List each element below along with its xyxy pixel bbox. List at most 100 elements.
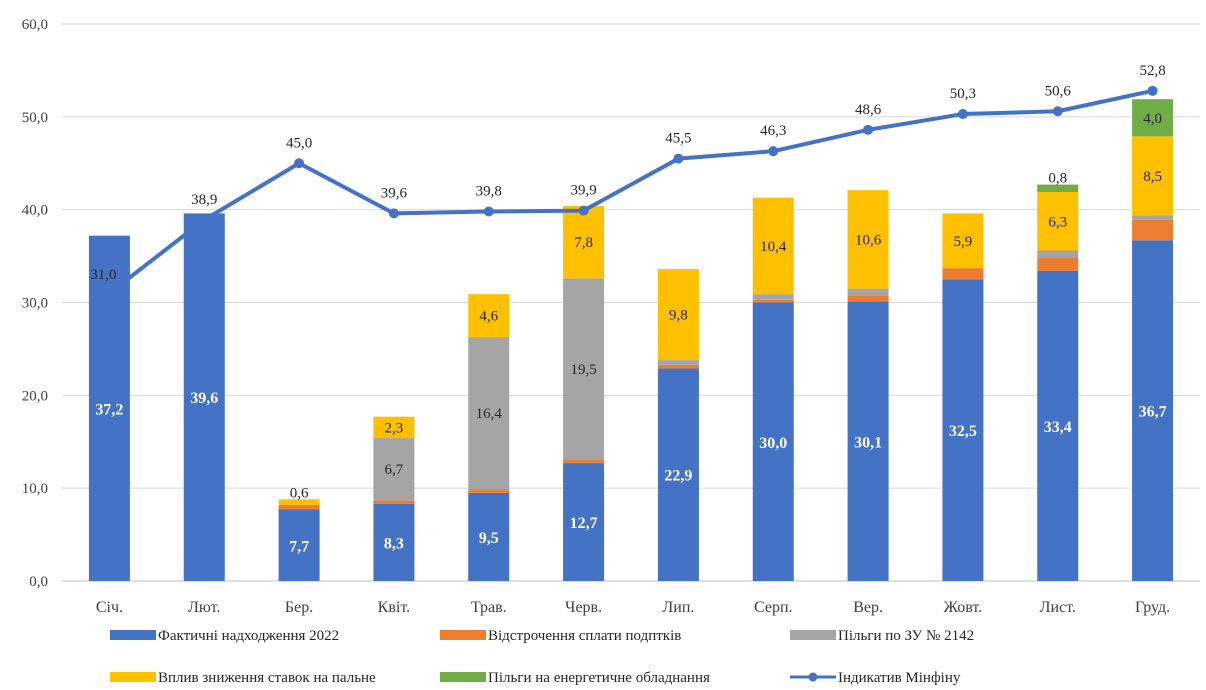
legend-swatch	[440, 672, 486, 682]
bar-segment	[563, 278, 605, 460]
bar-segment	[1132, 215, 1174, 220]
bar-segment	[468, 489, 510, 493]
bar-segment	[1037, 250, 1079, 258]
x-tick-label: Трав.	[471, 599, 507, 616]
bar-data-label: 10,4	[760, 239, 787, 255]
bar-data-label: 7,8	[574, 235, 593, 251]
bar-data-label: 37,2	[95, 401, 123, 418]
bar-data-label: 19,5	[570, 362, 596, 378]
line-point	[578, 205, 589, 216]
bar-segment	[752, 299, 794, 303]
data-labels: 37,2 39,6 7,7 0,6 8,3 6,7 2,3 9,5 16,4 4,6 12,7 19,…	[90, 63, 1166, 555]
line-data-label: 45,5	[665, 131, 691, 147]
x-tick-label: Вер.	[853, 599, 883, 616]
legend: Фактичні надходження 2022 Відстрочення сп…	[110, 628, 974, 686]
x-tick-label: Лист.	[1040, 599, 1076, 616]
bar-data-label: 6,7	[385, 462, 404, 478]
bar-segment	[657, 364, 699, 369]
line-data-label: 50,3	[950, 86, 976, 102]
y-tick-label: 0,0	[29, 574, 48, 590]
bar-segment	[942, 268, 984, 280]
bar-data-label: 8,5	[1143, 169, 1162, 185]
bar-segment	[468, 492, 510, 581]
legend-marker	[808, 672, 818, 682]
bar-data-label: 7,7	[289, 538, 309, 555]
line-point	[104, 288, 115, 299]
y-tick-label: 50,0	[22, 110, 48, 126]
bar-data-label: 30,1	[854, 434, 882, 451]
bar-segment	[657, 269, 699, 361]
bar-data-label: 22,9	[664, 468, 692, 485]
line-point	[768, 146, 779, 157]
line-point	[1147, 85, 1158, 96]
line-point	[199, 214, 210, 225]
bar-segment	[1132, 240, 1174, 581]
bar-data-label: 36,7	[1139, 404, 1167, 421]
y-tick-label: 60,0	[22, 17, 48, 33]
bar-segment	[657, 360, 699, 365]
bar-data-label: 0,6	[290, 485, 309, 501]
bar-data-label: 30,0	[759, 435, 787, 452]
bar-data-label: 9,8	[669, 308, 688, 324]
bar-segment	[942, 279, 984, 581]
bar-segment	[752, 294, 794, 300]
bar-segment	[1132, 99, 1174, 137]
legend-label: Вплив зниження ставок на пальне	[158, 670, 376, 686]
y-tick-label: 20,0	[22, 388, 48, 404]
bar-segment	[563, 459, 605, 464]
line-point	[673, 153, 684, 164]
y-axis-ticks: 0,0 10,0 20,0 30,0 40,0 50,0 60,0	[22, 17, 48, 590]
bar-segment	[752, 302, 794, 581]
line-point	[388, 208, 399, 219]
bar-data-label: 4,6	[479, 308, 498, 324]
y-tick-label: 40,0	[22, 203, 48, 219]
bar-segment	[847, 301, 889, 581]
x-tick-label: Квіт.	[378, 599, 410, 616]
line-data-label: 48,6	[855, 102, 882, 118]
bar-segment	[942, 213, 984, 269]
bar-segment	[657, 368, 699, 581]
bar-segment	[373, 500, 415, 504]
bar-data-label: 0,8	[1048, 171, 1067, 187]
legend-swatch	[110, 672, 156, 682]
line-point	[957, 109, 968, 120]
bar-segment	[847, 190, 889, 289]
bar-data-label: 9,5	[479, 530, 499, 547]
bar-data-label: 32,5	[949, 423, 977, 440]
bar-segment	[183, 213, 225, 581]
legend-label: Відстрочення сплати подптків	[488, 628, 681, 644]
line-data-label: 39,9	[570, 183, 596, 199]
line-data-label: 39,6	[381, 185, 408, 201]
bars	[88, 99, 1174, 581]
bar-data-label: 4,0	[1143, 111, 1162, 127]
legend-swatch	[440, 630, 486, 640]
bar-segment	[1037, 192, 1079, 251]
bar-segment	[563, 205, 605, 279]
x-axis-ticks: Січ. Лют. Бер. Квіт. Трав. Черв. Лип. Серп. Вер.…	[96, 599, 1170, 616]
bar-data-label: 12,7	[570, 515, 598, 532]
y-tick-label: 10,0	[22, 481, 48, 497]
line-data-label: 39,8	[476, 184, 502, 200]
line-point	[294, 158, 305, 169]
bar-segment	[278, 499, 320, 505]
x-tick-label: Серп.	[754, 599, 793, 616]
line-data-label: 46,3	[760, 123, 786, 139]
line-data-label: 45,0	[286, 135, 312, 151]
bar-segment	[468, 294, 510, 337]
legend-label: Індикатив Мінфіну	[838, 670, 961, 686]
x-tick-label: Черв.	[565, 599, 602, 616]
x-tick-label: Груд.	[1135, 599, 1170, 616]
bar-segment	[1132, 219, 1174, 241]
x-tick-label: Лют.	[188, 599, 220, 616]
bar-data-label: 8,3	[384, 535, 404, 552]
legend-label: Фактичні надходження 2022	[158, 628, 339, 644]
line-data-label: 31,0	[90, 267, 116, 283]
bar-data-label: 2,3	[385, 420, 404, 436]
legend-swatch	[790, 630, 836, 640]
legend-swatch	[110, 630, 156, 640]
line-point	[1052, 106, 1063, 117]
bar-data-label: 5,9	[954, 234, 973, 250]
bar-segment	[1132, 136, 1174, 216]
bar-segment	[373, 438, 415, 501]
